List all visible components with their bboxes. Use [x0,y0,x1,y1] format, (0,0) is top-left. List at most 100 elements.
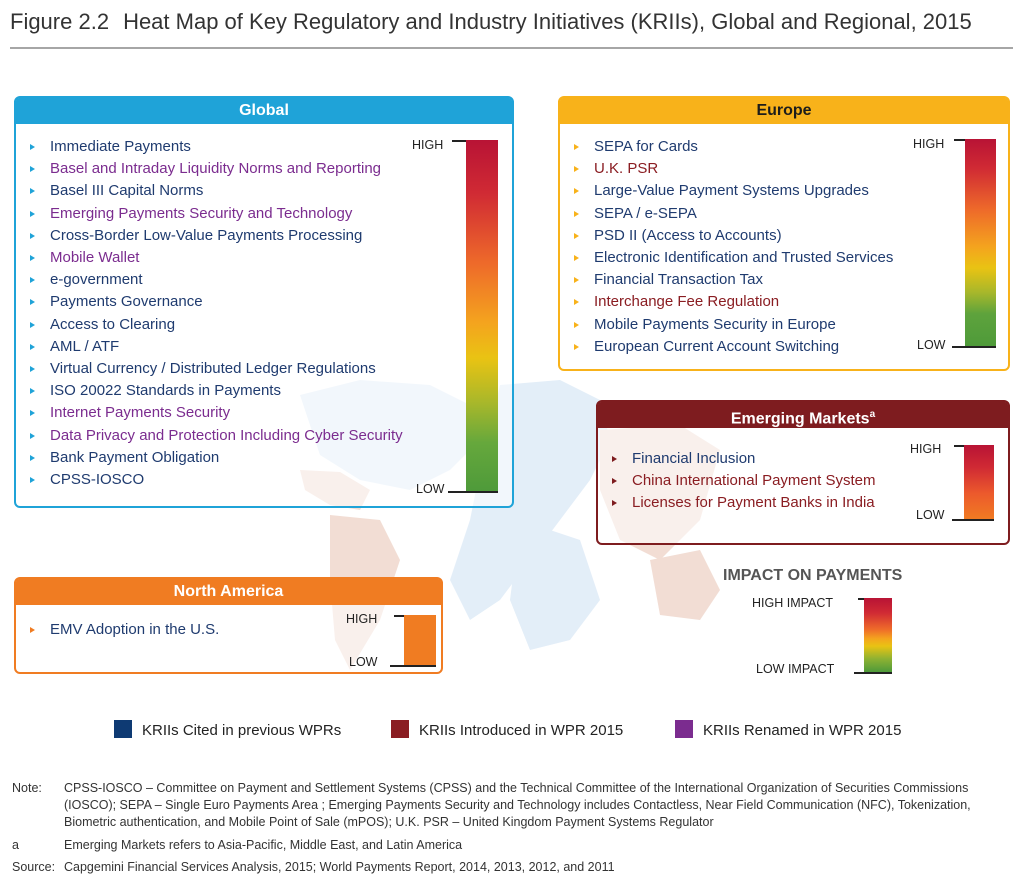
list-item: Data Privacy and Protection Including Cy… [16,425,403,447]
bullet-arrow-icon [30,277,35,284]
bullet-arrow-icon [30,321,35,328]
list-item-label: Basel and Intraday Liquidity Norms and R… [50,160,382,178]
emerging-markets-panel: Emerging Marketsa Financial Inclusion Chi… [596,400,1010,545]
title-divider [10,47,1013,49]
europe-heat-bar [965,139,996,347]
list-item: China International Payment System [598,470,875,492]
emerging-markets-scale-low: LOW [916,508,945,522]
list-item: SEPA for Cards [560,136,893,158]
bullet-arrow-icon [574,232,579,239]
global-scale-low-tick [448,491,498,493]
bullet-arrow-icon [574,144,579,150]
bullet-arrow-icon [612,500,617,507]
note-block: Note: CPSS-IOSCO – Committee on Payment … [12,780,1012,832]
legend-cited-previous: KRIIs Cited in previous WPRs [114,720,341,739]
list-item-label: Licenses for Payment Banks in India [632,494,875,512]
bullet-arrow-icon [30,388,35,395]
impact-key-low-tick [854,672,892,674]
impact-key-bar [864,598,892,672]
bullet-arrow-icon [30,299,35,306]
north-america-scale-low-tick [390,665,436,667]
list-item: Interchange Fee Regulation [560,291,893,313]
list-item-label: Mobile Wallet [50,249,140,267]
bullet-arrow-icon [574,166,579,173]
legend-swatch-maroon [391,720,409,738]
list-item-label: Cross-Border Low-Value Payments Processi… [50,226,363,244]
list-item: Financial Inclusion [598,448,875,470]
bullet-arrow-icon [30,210,35,217]
list-item-label: Access to Clearing [50,315,176,333]
europe-panel-header: Europe [560,98,1008,124]
list-item: Electronic Identification and Trusted Se… [560,247,893,269]
bullet-arrow-icon [30,144,35,150]
list-item: Payments Governance [16,291,403,313]
global-heat-bar [466,140,498,492]
source-block: Source: Capgemini Financial Services Ana… [12,859,1012,877]
list-item: CPSS-IOSCO [16,469,403,491]
list-item-label: U.K. PSR [594,160,659,178]
list-item-label: Immediate Payments [50,138,191,155]
list-item: Mobile Wallet [16,247,403,269]
note-text: CPSS-IOSCO – Committee on Payment and Se… [64,781,971,829]
europe-scale-low-tick [952,346,996,348]
north-america-heat-bar [404,615,436,665]
list-item: U.K. PSR [560,158,893,180]
emerging-markets-footnote-marker: a [869,409,876,420]
list-item-label: Emerging Payments Security and Technolog… [50,204,353,222]
bullet-arrow-icon [30,410,35,417]
footnote-a-key: a [12,838,19,852]
north-america-scale-low: LOW [349,655,378,669]
list-item-label: Data Privacy and Protection Including Cy… [50,426,403,444]
list-item: EMV Adoption in the U.S. [16,619,219,641]
bullet-arrow-icon [30,166,35,173]
list-item: Basel III Capital Norms [16,180,403,202]
list-item-label: PSD II (Access to Accounts) [594,226,782,244]
bullet-arrow-icon [574,188,579,195]
north-america-scale-high: HIGH [346,612,378,626]
legend-cited-previous-label: KRIIs Cited in previous WPRs [142,722,342,739]
bullet-arrow-icon [574,277,579,284]
legend-renamed-2015-label: KRIIs Renamed in WPR 2015 [703,722,902,739]
list-item: SEPA / e-SEPA [560,203,893,225]
list-item: Internet Payments Security [16,402,403,424]
global-scale-high: HIGH [412,138,444,152]
europe-scale-high: HIGH [913,137,945,151]
list-item: Virtual Currency / Distributed Ledger Re… [16,358,403,380]
legend-introduced-2015: KRIIs Introduced in WPR 2015 [391,720,623,739]
list-item-label: CPSS-IOSCO [50,471,145,489]
list-item: e-government [16,269,403,291]
global-panel: Global Immediate Payments Basel and Intra… [14,96,514,508]
emerging-markets-item-list: Financial Inclusion China International P… [598,448,875,515]
bullet-arrow-icon [30,477,35,484]
footnote-a-text: Emerging Markets refers to Asia-Pacific,… [64,838,463,852]
impact-key-high: HIGH IMPACT [752,596,834,610]
list-item-label: European Current Account Switching [594,337,840,355]
emerging-markets-heat-scale: HIGH LOW [908,442,1008,532]
north-america-heat-scale: HIGH LOW [346,609,442,671]
global-scale-low: LOW [416,482,445,496]
bullet-arrow-icon [574,210,579,217]
bullet-arrow-icon [574,321,579,328]
emerging-markets-scale-low-tick [952,519,994,521]
source-key: Source: [12,860,56,874]
global-heat-scale: HIGH LOW [412,136,512,496]
bullet-arrow-icon [574,255,579,262]
list-item-label: SEPA / e-SEPA [594,204,697,222]
list-item: European Current Account Switching [560,336,893,358]
list-item-label: SEPA for Cards [594,138,698,155]
bullet-arrow-icon [30,343,35,350]
list-item: ISO 20022 Standards in Payments [16,380,403,402]
emerging-markets-title: Emerging Markets [730,410,870,428]
bullet-arrow-icon [30,188,35,195]
list-item-label: China International Payment System [632,472,876,490]
europe-heat-scale: HIGH LOW [912,136,1008,356]
bullet-arrow-icon [30,454,35,461]
list-item-label: ISO 20022 Standards in Payments [50,382,281,400]
north-america-panel-header: North America [16,579,441,605]
europe-scale-low: LOW [917,338,946,352]
bullet-arrow-icon [30,432,35,439]
list-item: Cross-Border Low-Value Payments Processi… [16,225,403,247]
list-item-label: Interchange Fee Regulation [594,293,780,311]
list-item-label: Financial Transaction Tax [594,271,763,289]
footnote-a: a Emerging Markets refers to Asia-Pacifi… [12,837,1012,855]
